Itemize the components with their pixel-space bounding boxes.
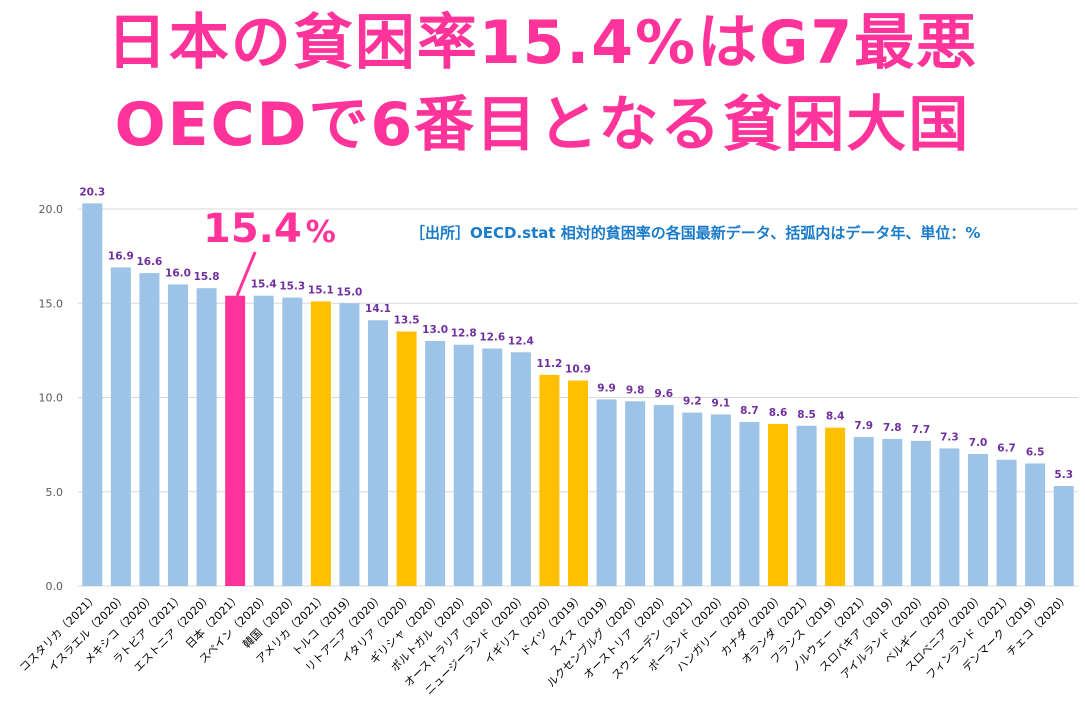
bar-14 <box>482 348 503 586</box>
value-label: 9.9 <box>597 382 616 394</box>
bar-11 <box>396 331 417 586</box>
value-label: 15.1 <box>308 284 334 296</box>
japan-callout: 15.4% <box>203 205 336 257</box>
source-note: ［出所］OECD.stat 相対的貧困率の各国最新データ、括弧内はデータ年、単位… <box>410 224 981 242</box>
value-label: 9.2 <box>683 396 702 408</box>
value-label: 10.9 <box>565 364 591 376</box>
bar-28 <box>882 438 903 586</box>
headline-line-2: OECDで6番目となる貧困大国 <box>114 90 971 160</box>
y-tick-label: 5.0 <box>46 486 64 499</box>
value-label: 8.7 <box>740 405 759 417</box>
value-label: 6.5 <box>1026 446 1045 458</box>
value-label: 9.1 <box>712 397 731 409</box>
bar-23 <box>739 422 760 586</box>
y-tick-label: 0.0 <box>46 580 64 593</box>
value-label: 13.0 <box>422 324 448 336</box>
value-label: 12.4 <box>508 335 534 347</box>
value-label: 15.3 <box>279 281 305 293</box>
bar-7 <box>282 297 303 586</box>
bar-18 <box>596 399 617 586</box>
value-label: 8.6 <box>769 407 788 419</box>
value-label: 11.2 <box>536 358 562 370</box>
value-label: 15.8 <box>194 271 220 283</box>
bar-9 <box>339 303 360 586</box>
value-label: 5.3 <box>1054 469 1073 481</box>
value-label: 6.7 <box>997 443 1016 455</box>
value-label: 16.6 <box>136 256 162 268</box>
y-tick-label: 10.0 <box>39 392 64 405</box>
callout-value: 15.4 <box>203 206 302 252</box>
bar-16 <box>539 374 560 586</box>
value-label: 8.4 <box>826 411 845 423</box>
bar-8 <box>310 301 331 586</box>
bar-3 <box>168 284 188 586</box>
callout-pointer-line <box>235 251 257 297</box>
bar-10 <box>368 320 388 586</box>
y-axis-ticks: 0.0 5.0 10.0 15.0 20.0 <box>39 203 64 593</box>
bar-33 <box>1025 463 1046 586</box>
y-tick-label: 15.0 <box>39 297 64 310</box>
bar-21 <box>682 412 703 586</box>
bar-25 <box>796 425 817 586</box>
bar-24 <box>768 423 788 586</box>
bar-5 <box>225 295 246 586</box>
value-label: 13.5 <box>394 315 420 327</box>
x-axis-labels: コスタリカ（2021）イスラエル（2020）メキシコ（2020）ラトビア（202… <box>17 590 1072 697</box>
value-label: 16.9 <box>108 250 134 262</box>
value-label: 8.5 <box>797 409 816 421</box>
bars <box>82 203 1074 586</box>
bar-34 <box>1053 486 1074 586</box>
value-labels: 20.316.9 16.616.0 15.815.4 15.3 15.1 15.014.1… <box>79 186 1073 481</box>
bar-31 <box>968 454 988 586</box>
callout-unit: % <box>305 215 336 250</box>
value-label: 9.8 <box>626 384 645 396</box>
bar-15 <box>510 352 531 586</box>
value-label: 7.3 <box>940 431 959 443</box>
bar-26 <box>825 427 846 586</box>
value-label: 7.7 <box>912 424 931 436</box>
bar-30 <box>939 448 960 586</box>
bar-32 <box>996 459 1017 586</box>
bar-0 <box>82 203 103 586</box>
bar-20 <box>653 405 674 586</box>
bar-13 <box>453 344 474 586</box>
bar-1 <box>110 267 131 586</box>
value-label: 15.4 <box>251 279 277 291</box>
bar-29 <box>910 440 931 586</box>
value-label: 7.8 <box>883 422 902 434</box>
bar-2 <box>139 273 160 586</box>
value-label: 14.1 <box>365 303 391 315</box>
bar-6 <box>253 295 274 586</box>
value-label: 12.6 <box>479 331 505 343</box>
bar-19 <box>625 401 646 586</box>
value-label: 7.9 <box>854 420 873 432</box>
value-label: 16.0 <box>165 267 191 279</box>
bar-12 <box>425 340 446 586</box>
bar-22 <box>710 414 731 586</box>
bar-17 <box>568 380 588 586</box>
bar-27 <box>853 437 874 586</box>
headline-line-1: 日本の貧困率15.4%はG7最悪 <box>106 8 979 78</box>
value-label: 9.6 <box>654 388 673 400</box>
y-tick-label: 20.0 <box>39 203 64 216</box>
value-label: 20.3 <box>79 186 105 198</box>
value-label: 7.0 <box>969 437 988 449</box>
value-label: 15.0 <box>336 286 362 298</box>
bar-4 <box>196 288 217 586</box>
value-label: 12.8 <box>451 328 477 340</box>
